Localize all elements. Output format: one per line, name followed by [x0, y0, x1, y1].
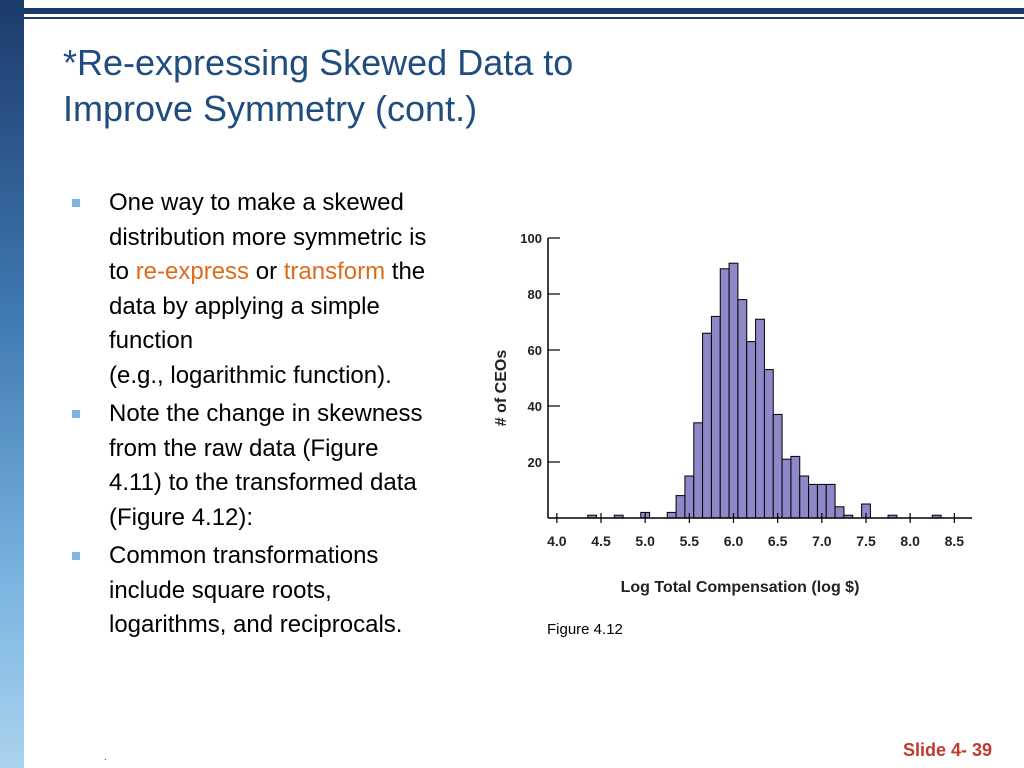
histogram-bar: [710, 315, 721, 519]
x-tick-label: 8.0: [900, 533, 920, 549]
bullet-3-line-2: include square roots,: [109, 576, 332, 604]
x-tick-label: 4.0: [547, 533, 567, 549]
x-tick-label: 5.0: [635, 533, 655, 549]
histogram-bar: [799, 475, 810, 519]
bullet-3-line-1: Common transformations: [109, 542, 379, 569]
bullet-2-line-2: from the raw data (Figure: [109, 434, 379, 462]
histogram-bar: [763, 369, 774, 519]
y-tick-label: 100: [520, 231, 542, 246]
bullet-1-line-3: to re-express or transform the: [109, 255, 492, 290]
histogram-bar: [834, 506, 845, 519]
top-rule-thin: [24, 17, 1024, 19]
bullet-1-line-1: One way to make a skewed: [109, 189, 404, 216]
top-rule-thick: [24, 8, 1024, 14]
y-tick-label: 40: [528, 399, 542, 414]
x-tick-label: 5.5: [680, 533, 700, 549]
square-bullet-icon: [72, 410, 80, 418]
footer-dot: .: [104, 752, 107, 763]
histogram-chart: 4.0 4.5 5.0 5.5 6.0 6.5 7.0 7.5 8.0 8.5 20 40 60 80 10…: [493, 231, 972, 596]
histogram-bar: [719, 268, 730, 519]
histogram-bar: [781, 458, 792, 519]
bullet-1-text-or: or: [249, 258, 284, 285]
histogram-bar: [675, 495, 686, 519]
bullet-1-line-4: data by applying a simple: [109, 292, 380, 320]
bullet-2-line-3: 4.11) to the transformed data: [109, 469, 417, 496]
bullet-1-line-2: distribution more symmetric is: [109, 223, 427, 251]
bullet-1-text-to: to: [109, 258, 136, 285]
histogram-bar: [684, 475, 695, 519]
bullet-1-text-the: the: [385, 258, 426, 285]
left-gradient-bar: [0, 0, 24, 768]
histogram-bar: [755, 318, 765, 519]
slide-number: Slide 4- 39: [902, 740, 992, 760]
histogram-bar: [790, 455, 801, 519]
histogram-bar: [728, 262, 739, 519]
bullet-item-3: Common transformations include square ro…: [72, 539, 492, 643]
bullet-item-2: Note the change in skewness from the raw…: [72, 397, 492, 535]
histogram-bar: [666, 511, 677, 519]
bullet-item-1: One way to make a skewed distribution mo…: [72, 186, 492, 393]
slide-title-line-1: *Re-expressing Skewed Data to: [63, 42, 574, 83]
histogram-bar: [808, 483, 818, 519]
bullet-2-line-1: Note the change in skewness: [109, 400, 423, 427]
histogram-bar: [816, 483, 827, 519]
x-tick-label: 7.5: [856, 533, 876, 549]
x-axis-label: Log Total Compensation (log $): [621, 579, 860, 596]
bullet-2-line-4: (Figure 4.12):: [109, 503, 254, 531]
x-tick-label: 7.0: [812, 533, 832, 549]
x-tick-label: 4.5: [591, 533, 611, 549]
histogram-bar: [825, 483, 836, 519]
slide-title: *Re-expressing Skewed Data to Improve Sy…: [63, 40, 763, 132]
x-tick-label: 8.5: [945, 533, 965, 549]
bullet-1-line-6: (e.g., logarithmic function).: [109, 361, 392, 389]
bullet-list: One way to make a skewed distribution mo…: [72, 186, 492, 647]
histogram-bar: [772, 413, 783, 519]
y-tick-label: 20: [528, 455, 542, 470]
histogram-bar: [702, 332, 712, 519]
bullet-1-line-5: function: [109, 327, 194, 354]
histogram-bar: [737, 299, 748, 519]
bullet-3-line-3: logarithms, and reciprocals.: [109, 611, 403, 638]
x-tick-label: 6.5: [768, 533, 788, 549]
highlight-transform: transform: [283, 258, 386, 285]
highlight-re-express: re-express: [135, 258, 250, 285]
square-bullet-icon: [72, 552, 80, 560]
slide-title-line-2: Improve Symmetry (cont.): [63, 88, 478, 129]
y-axis-label: # of CEOs: [493, 350, 510, 427]
x-tick-label: 6.0: [724, 533, 744, 549]
figure-caption: Figure 4.12: [547, 621, 623, 638]
square-bullet-icon: [72, 199, 80, 207]
histogram-bar: [746, 341, 757, 519]
histogram-bar: [693, 422, 704, 519]
y-tick-label: 60: [528, 343, 542, 358]
y-tick-label: 80: [528, 287, 542, 302]
